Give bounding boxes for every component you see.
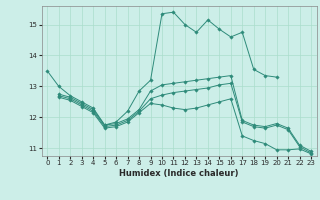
X-axis label: Humidex (Indice chaleur): Humidex (Indice chaleur) xyxy=(119,169,239,178)
